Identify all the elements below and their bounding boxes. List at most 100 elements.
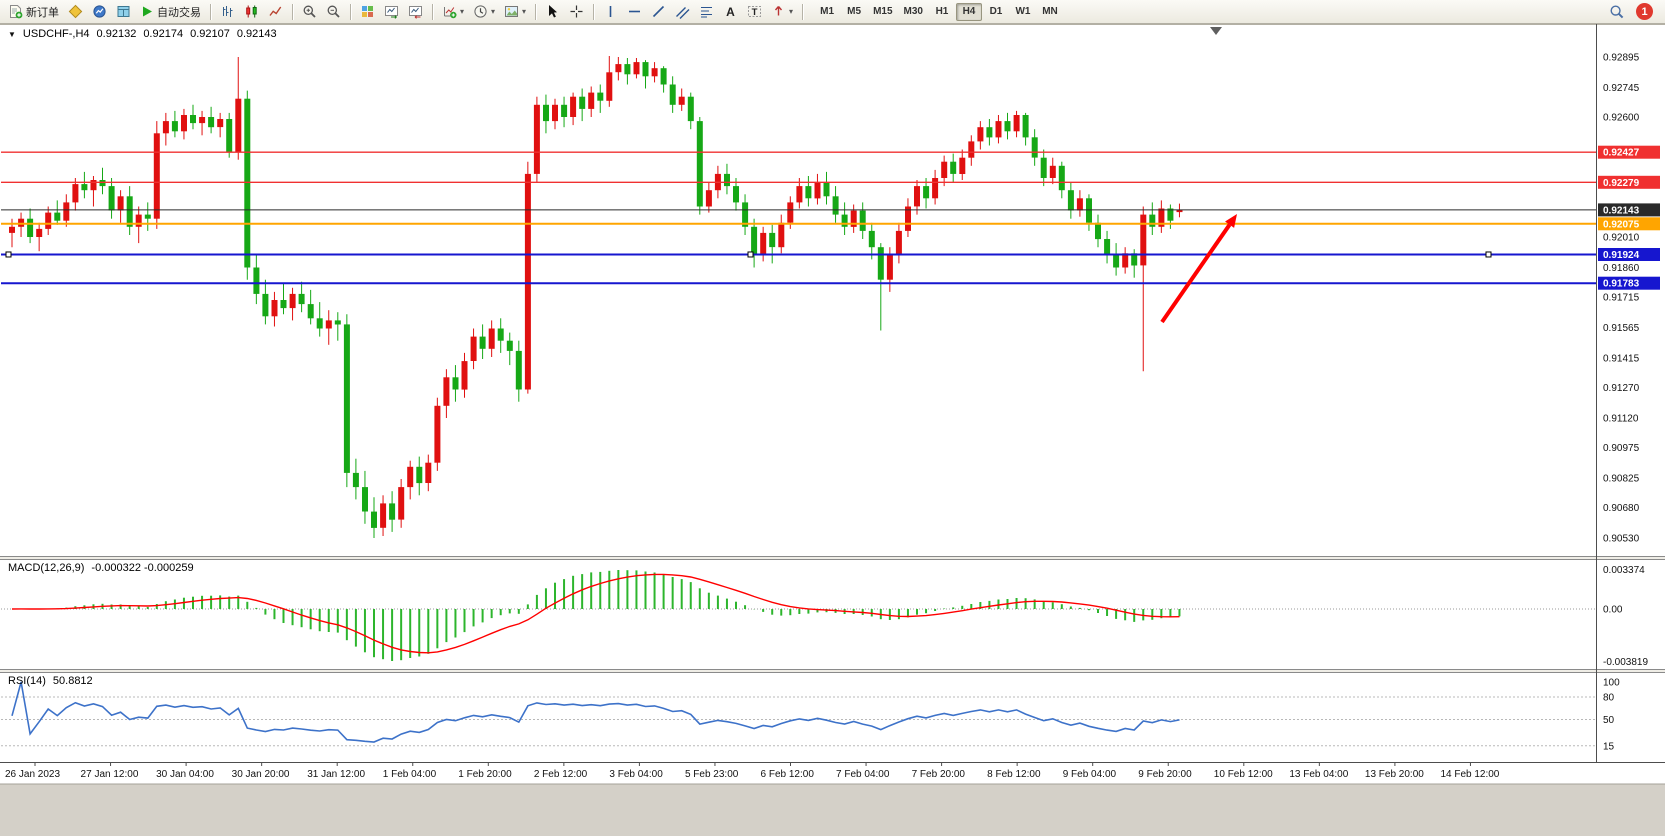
panel-splitter[interactable] bbox=[0, 556, 1665, 560]
auto-scroll-button[interactable] bbox=[380, 2, 403, 22]
line-selection-handle[interactable] bbox=[747, 251, 754, 258]
periods-button[interactable]: ▾ bbox=[469, 2, 499, 22]
line-selection-handle[interactable] bbox=[1485, 251, 1492, 258]
candle-body bbox=[1167, 208, 1174, 221]
timeframe-h4-button[interactable]: H4 bbox=[955, 2, 982, 21]
trendline-button[interactable] bbox=[647, 2, 670, 22]
candle-body bbox=[579, 96, 586, 109]
rsi-line bbox=[11, 681, 1180, 743]
candle-body bbox=[1086, 198, 1092, 223]
line-chart-icon bbox=[269, 6, 282, 16]
timeframe-mn-button[interactable]: MN bbox=[1037, 3, 1063, 21]
panel-splitter[interactable] bbox=[0, 669, 1665, 673]
channel-icon bbox=[676, 7, 690, 19]
timeframe-toolbar: M1 M5 M15 M30 H1 H4 D1 W1 MN bbox=[814, 2, 1063, 21]
bar-chart-button[interactable] bbox=[216, 2, 239, 22]
templates-button[interactable]: ▾ bbox=[500, 2, 530, 22]
candle-body bbox=[126, 196, 133, 227]
template-icon bbox=[505, 6, 519, 17]
chart-shift-marker[interactable] bbox=[1210, 27, 1222, 35]
new-order-label: 新订单 bbox=[26, 6, 59, 19]
candle-body bbox=[923, 186, 930, 199]
candle-body bbox=[868, 230, 875, 248]
tile-windows-button[interactable] bbox=[356, 2, 379, 22]
timeframe-m1-button[interactable]: M1 bbox=[814, 3, 840, 21]
autotrading-button[interactable]: 自动交易 bbox=[136, 2, 205, 22]
chart-menu-icon[interactable]: ▼ bbox=[8, 29, 16, 39]
time-axis-label: 26 Jan 2023 bbox=[5, 769, 60, 780]
price-axis-label: 0.90680 bbox=[1603, 503, 1640, 514]
price-tag-label: 0.92075 bbox=[1603, 219, 1640, 230]
timeframe-m30-button[interactable]: M30 bbox=[899, 3, 928, 21]
candle-body bbox=[606, 72, 613, 101]
cursor-icon bbox=[549, 5, 558, 18]
data-window-button[interactable] bbox=[112, 2, 135, 22]
candle-body bbox=[135, 214, 142, 227]
candle-body bbox=[905, 206, 911, 231]
timeframe-m15-button[interactable]: M15 bbox=[868, 3, 897, 21]
candle-body bbox=[669, 84, 676, 105]
time-axis-label: 14 Feb 12:00 bbox=[1440, 769, 1499, 780]
text-button[interactable]: A bbox=[719, 2, 742, 22]
candle-body bbox=[443, 377, 450, 406]
candle-body bbox=[72, 184, 79, 203]
candle-body bbox=[434, 405, 441, 463]
candle-body bbox=[362, 487, 368, 512]
timeframe-m5-button[interactable]: M5 bbox=[841, 3, 867, 21]
candle-body bbox=[63, 202, 70, 221]
zoom-out-button[interactable] bbox=[322, 2, 345, 22]
candle-body bbox=[678, 96, 685, 105]
cursor-button[interactable] bbox=[541, 2, 564, 22]
candle-body bbox=[506, 340, 513, 351]
macd-values: -0.000322 -0.000259 bbox=[91, 562, 194, 574]
fibonacci-button[interactable] bbox=[695, 2, 718, 22]
time-axis-label: 13 Feb 04:00 bbox=[1289, 769, 1348, 780]
zoom-in-button[interactable] bbox=[298, 2, 321, 22]
price-tag-0.92427 bbox=[1598, 145, 1660, 159]
vertical-line-button[interactable] bbox=[599, 2, 622, 22]
window-bottom-strip bbox=[0, 784, 1665, 836]
bar-chart-icon bbox=[223, 6, 233, 17]
candle-body bbox=[343, 324, 350, 473]
channel-button[interactable] bbox=[671, 2, 694, 22]
trend-arrow-head[interactable] bbox=[1225, 214, 1237, 228]
candle-body bbox=[660, 68, 667, 85]
chart-shift-button[interactable] bbox=[404, 2, 427, 22]
line-chart-button[interactable] bbox=[264, 2, 287, 22]
time-axis-label: 30 Jan 04:00 bbox=[156, 769, 214, 780]
text-label-button[interactable]: T bbox=[743, 2, 766, 22]
time-axis-label: 30 Jan 20:00 bbox=[232, 769, 290, 780]
price-axis-label: 0.92895 bbox=[1603, 53, 1640, 64]
candle-body bbox=[642, 62, 649, 77]
candle-body bbox=[823, 182, 830, 197]
ohlc-high: 0.92174 bbox=[143, 28, 184, 40]
indicators-button[interactable]: ▾ bbox=[438, 2, 468, 22]
macd-axis-min: -0.003819 bbox=[1603, 657, 1648, 668]
candle-body bbox=[90, 180, 97, 191]
candle-body bbox=[895, 230, 902, 256]
timeframe-w1-button[interactable]: W1 bbox=[1010, 3, 1036, 21]
trend-arrow[interactable] bbox=[1160, 223, 1232, 324]
toolbar-separator bbox=[432, 3, 433, 20]
timeframe-h1-button[interactable]: H1 bbox=[929, 3, 955, 21]
notification-badge[interactable]: 1 bbox=[1636, 3, 1653, 20]
crosshair-button[interactable] bbox=[565, 2, 588, 22]
toolbar: 新订单 自动交易 bbox=[0, 0, 1665, 24]
candlestick-chart-button[interactable] bbox=[240, 2, 263, 22]
rsi-panel-header: RSI(14) 50.8812 bbox=[8, 675, 93, 687]
search-button[interactable] bbox=[1605, 2, 1629, 22]
editor-button[interactable] bbox=[64, 2, 87, 22]
candle-body bbox=[461, 361, 468, 390]
arrows-button[interactable]: ▾ bbox=[767, 2, 797, 22]
price-axis-label: 0.92745 bbox=[1603, 83, 1640, 94]
new-order-button[interactable]: 新订单 bbox=[4, 2, 63, 22]
market-watch-button[interactable] bbox=[88, 2, 111, 22]
candle-body bbox=[624, 64, 631, 75]
line-selection-handle[interactable] bbox=[5, 251, 12, 258]
candle-body bbox=[1067, 190, 1074, 211]
candle-body bbox=[524, 173, 531, 390]
horizontal-line-button[interactable] bbox=[623, 2, 646, 22]
timeframe-d1-button[interactable]: D1 bbox=[983, 3, 1009, 21]
